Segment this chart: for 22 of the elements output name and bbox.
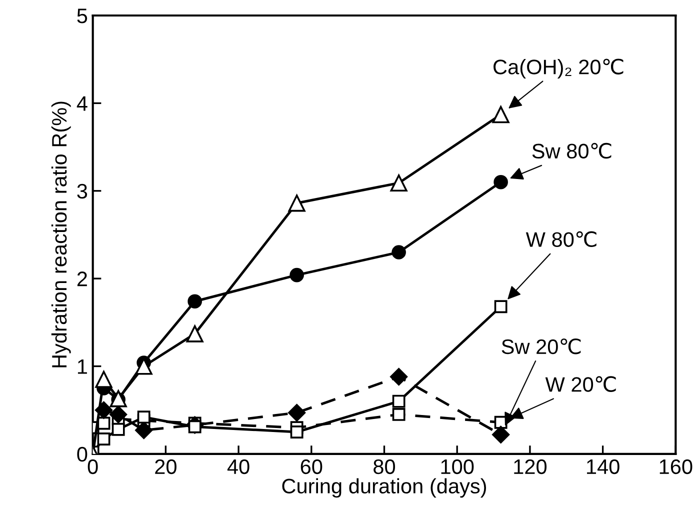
series-label: Sw 80℃ xyxy=(532,142,612,159)
x-tick-label: 160 xyxy=(660,459,692,474)
x-tick-label: 20 xyxy=(155,459,176,474)
x-axis-title: Curing duration (days) xyxy=(282,478,486,498)
y-axis-title: Hydration reaction ratio R(%) xyxy=(51,102,71,368)
series-label: Ca(OH)₂ 20℃ xyxy=(494,58,624,78)
x-tick-label: 0 xyxy=(88,459,98,474)
text: W 80℃ xyxy=(526,231,596,248)
text: Sw 20℃ xyxy=(502,338,581,354)
x-tick-label: 140 xyxy=(587,459,620,474)
x-tick-label: 80 xyxy=(374,459,396,474)
y-tick-label: 3 xyxy=(77,184,88,199)
y-tick-label: 5 xyxy=(77,8,88,24)
x-tick-label: 120 xyxy=(514,459,547,474)
x-tick-label: 60 xyxy=(300,459,322,474)
y-tick-label: 4 xyxy=(76,96,88,111)
text: W 20℃ xyxy=(545,376,616,392)
y-tick-label: 0 xyxy=(77,446,88,462)
y-tick-label: 1 xyxy=(78,359,87,374)
x-tick-label: 100 xyxy=(441,459,474,474)
y-tick-label: 2 xyxy=(77,272,87,286)
x-tick-label: 40 xyxy=(227,459,250,474)
